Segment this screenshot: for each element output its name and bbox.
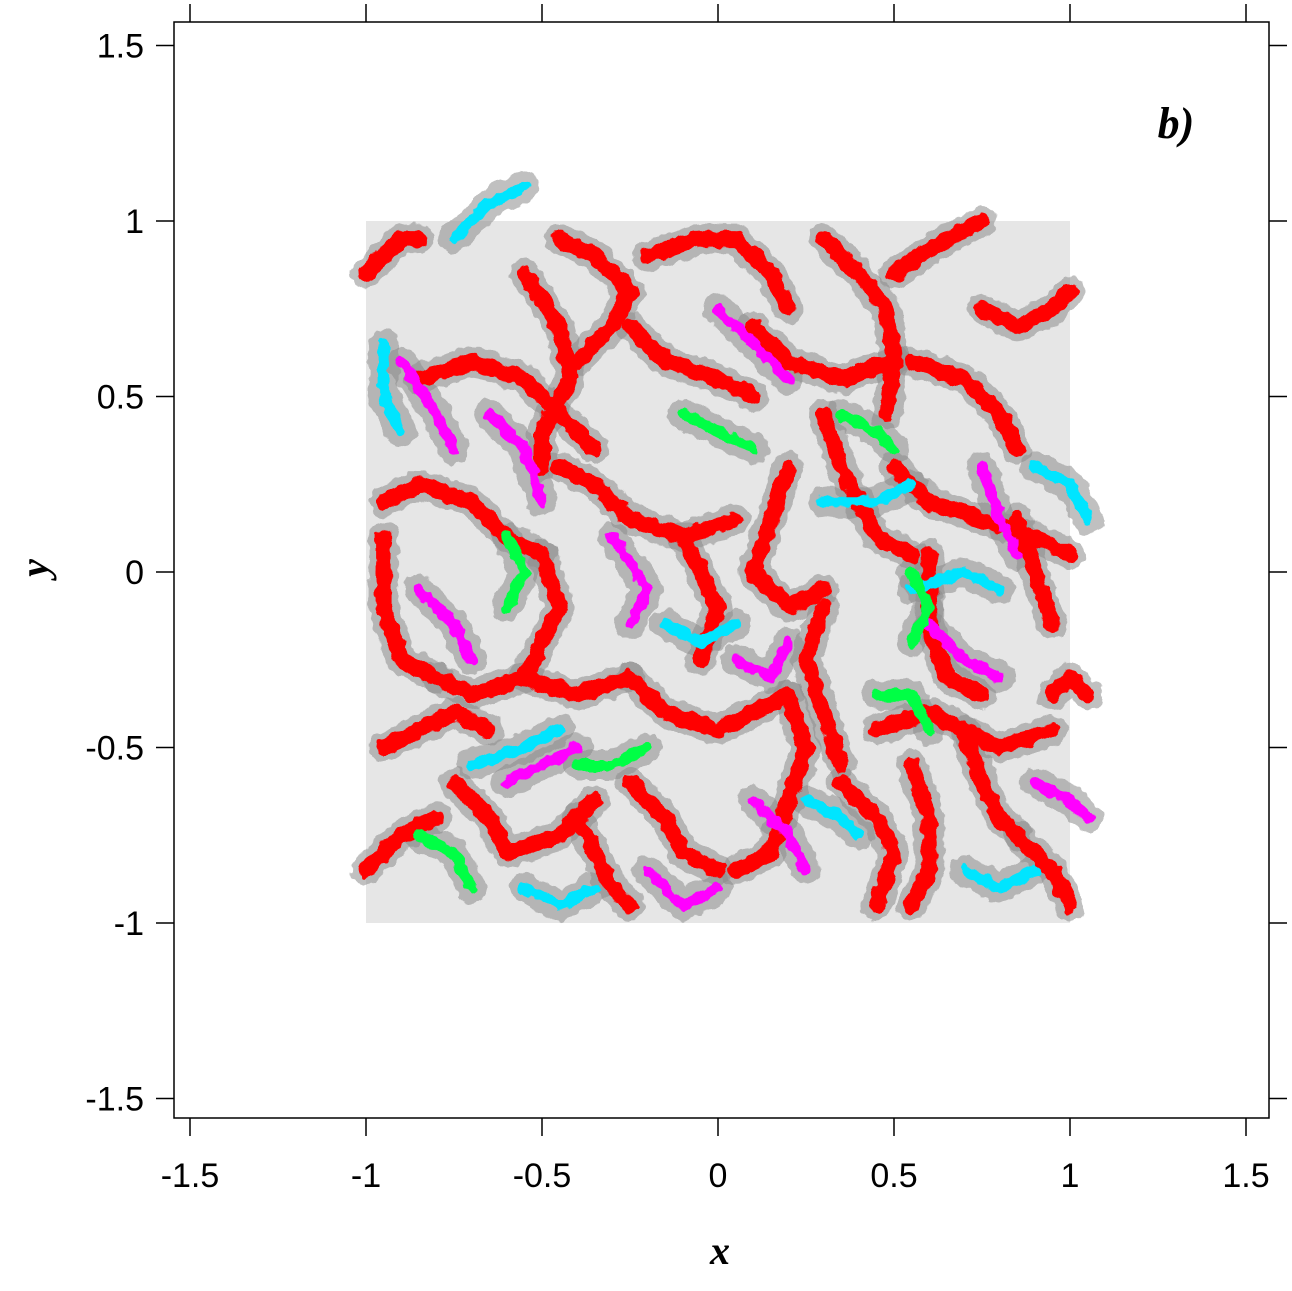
boundary-curve — [375, 528, 445, 686]
boundary-curve — [974, 283, 1078, 335]
boundary-curve — [903, 353, 1026, 458]
boundary-curve — [642, 864, 724, 911]
boundary-curve — [906, 566, 1006, 595]
x-axis: -1.5 -1 -0.5 0 0.5 1 1.5 — [161, 4, 1270, 1195]
series-1 — [395, 303, 1094, 911]
boundary-curve — [903, 757, 938, 914]
boundary-curve — [1029, 461, 1094, 525]
boundary-curve — [378, 338, 407, 438]
boundary-curve — [410, 353, 603, 458]
boundary-curve — [516, 546, 568, 686]
boundary-curve — [551, 458, 744, 545]
boundary-curve — [976, 461, 1023, 560]
boundary-curve — [1009, 827, 1078, 914]
boundary-curve — [639, 230, 797, 317]
boundary-curve — [1029, 777, 1094, 824]
boundary-curve — [375, 704, 498, 756]
boundary-curve — [569, 809, 638, 914]
boundary-curve — [606, 531, 654, 631]
boundary-curve — [1009, 511, 1061, 633]
boundary-curve — [358, 809, 445, 879]
boundary-curve — [466, 724, 566, 771]
boundary-curve — [448, 180, 530, 245]
y-tick-label: -1 — [114, 905, 144, 943]
boundary-curve — [956, 722, 1026, 844]
boundary-curve — [677, 408, 759, 455]
y-tick-label: -1.5 — [85, 1081, 144, 1119]
y-tick-label: 0.5 — [97, 379, 144, 417]
panel-label: b) — [1158, 99, 1195, 148]
boundary-curve — [906, 566, 935, 648]
boundary-curve — [622, 669, 797, 738]
boundary-curve — [800, 794, 865, 841]
x-tick-label: -1 — [351, 1157, 381, 1195]
boundary-curve — [958, 864, 1041, 894]
x-tick-label: 0.5 — [870, 1157, 917, 1195]
boundary-curve — [815, 230, 902, 422]
boundary-curve — [622, 318, 762, 405]
x-tick-label: 1.5 — [1222, 1157, 1269, 1195]
boundary-curve — [358, 230, 427, 282]
y-axis: -1.5 -1 -0.5 0 0.5 1 1.5 — [85, 28, 1287, 1119]
boundary-curve — [428, 669, 638, 703]
series-2 — [378, 180, 1094, 911]
boundary-curve — [886, 458, 1078, 563]
y-axis-title: y — [12, 559, 57, 581]
x-axis-title: x — [709, 1228, 730, 1273]
boundary-curve — [375, 476, 550, 563]
boundary-curve — [818, 478, 918, 508]
boundary-curve — [622, 774, 726, 879]
boundary-curve — [923, 619, 1006, 683]
boundary-curve — [501, 742, 583, 789]
x-tick-label: -0.5 — [513, 1157, 572, 1195]
boundary-curve — [571, 742, 654, 771]
boundary-curve — [395, 355, 460, 455]
series-3 — [413, 408, 935, 894]
boundary-curve — [1044, 669, 1096, 703]
boundary-curve — [551, 230, 638, 370]
boundary-curve — [835, 408, 900, 455]
x-tick-label: 1 — [1061, 1157, 1080, 1195]
boundary-curve — [870, 689, 935, 736]
boundary-curve — [745, 318, 902, 387]
boundary-curve — [712, 303, 794, 385]
y-tick-label: 1.5 — [97, 28, 144, 66]
boundary-curve — [518, 882, 601, 911]
y-tick-label: 1 — [125, 203, 144, 241]
y-tick-label: -0.5 — [85, 730, 144, 768]
y-tick-label: 0 — [125, 554, 144, 592]
boundary-curve — [747, 794, 812, 876]
boundary-curve — [833, 774, 902, 914]
boundary-curve — [413, 829, 478, 894]
x-tick-label: -1.5 — [161, 1157, 220, 1195]
boundary-curve — [730, 636, 794, 683]
boundary-curve — [501, 531, 530, 613]
x-tick-label: 0 — [709, 1157, 728, 1195]
boundary-curve — [483, 408, 548, 508]
boundary-curve — [659, 619, 742, 648]
series-0 — [358, 213, 1096, 914]
boundary-curve — [516, 265, 579, 475]
boundary-curve — [413, 584, 478, 666]
boundary-curve — [727, 686, 814, 879]
boundary-curve — [798, 599, 850, 773]
boundary-curve — [921, 546, 990, 703]
grain-boundary-series — [358, 180, 1096, 914]
boundary-curve — [745, 458, 832, 616]
boundary-curve — [886, 213, 990, 282]
